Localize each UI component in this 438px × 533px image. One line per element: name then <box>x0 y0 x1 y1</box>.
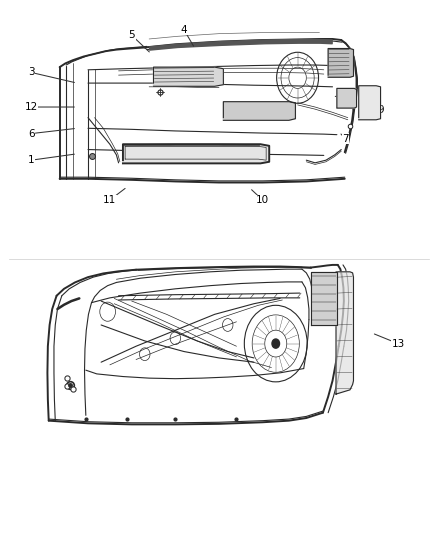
Text: 13: 13 <box>392 338 405 349</box>
Text: 3: 3 <box>28 68 35 77</box>
Text: 6: 6 <box>28 128 35 139</box>
Polygon shape <box>328 49 353 77</box>
Text: 12: 12 <box>25 102 38 112</box>
Text: 4: 4 <box>181 25 187 35</box>
Polygon shape <box>123 144 269 164</box>
Text: 9: 9 <box>377 104 384 115</box>
Polygon shape <box>337 88 357 108</box>
Text: 7: 7 <box>343 134 349 144</box>
Text: 1: 1 <box>28 155 35 165</box>
Circle shape <box>272 339 279 348</box>
Text: 11: 11 <box>103 195 117 205</box>
Polygon shape <box>311 272 337 325</box>
Polygon shape <box>153 67 223 86</box>
Text: 5: 5 <box>128 30 135 41</box>
Polygon shape <box>336 272 353 394</box>
Text: 8: 8 <box>343 91 349 101</box>
Polygon shape <box>359 86 381 120</box>
Polygon shape <box>223 102 295 120</box>
Text: 10: 10 <box>256 195 269 205</box>
